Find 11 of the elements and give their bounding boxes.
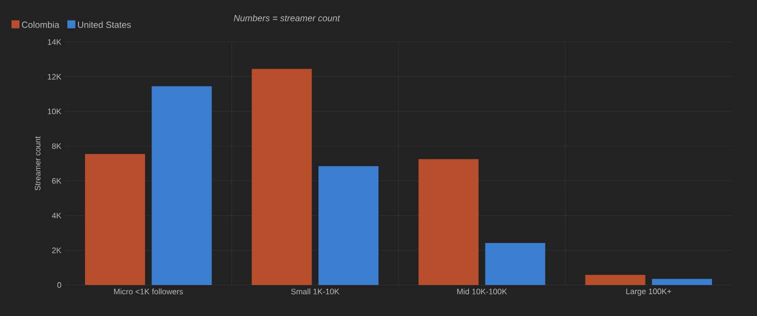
bar [252,68,312,285]
legend-label: Colombia [22,21,60,28]
bar [318,166,378,285]
bar [418,159,479,285]
bar [652,278,712,285]
bar [485,242,546,285]
legend-label: United States [78,21,131,28]
text: Numbers = streamer count [234,14,340,22]
bar [152,86,212,285]
bar [585,274,646,285]
bar [85,154,146,285]
